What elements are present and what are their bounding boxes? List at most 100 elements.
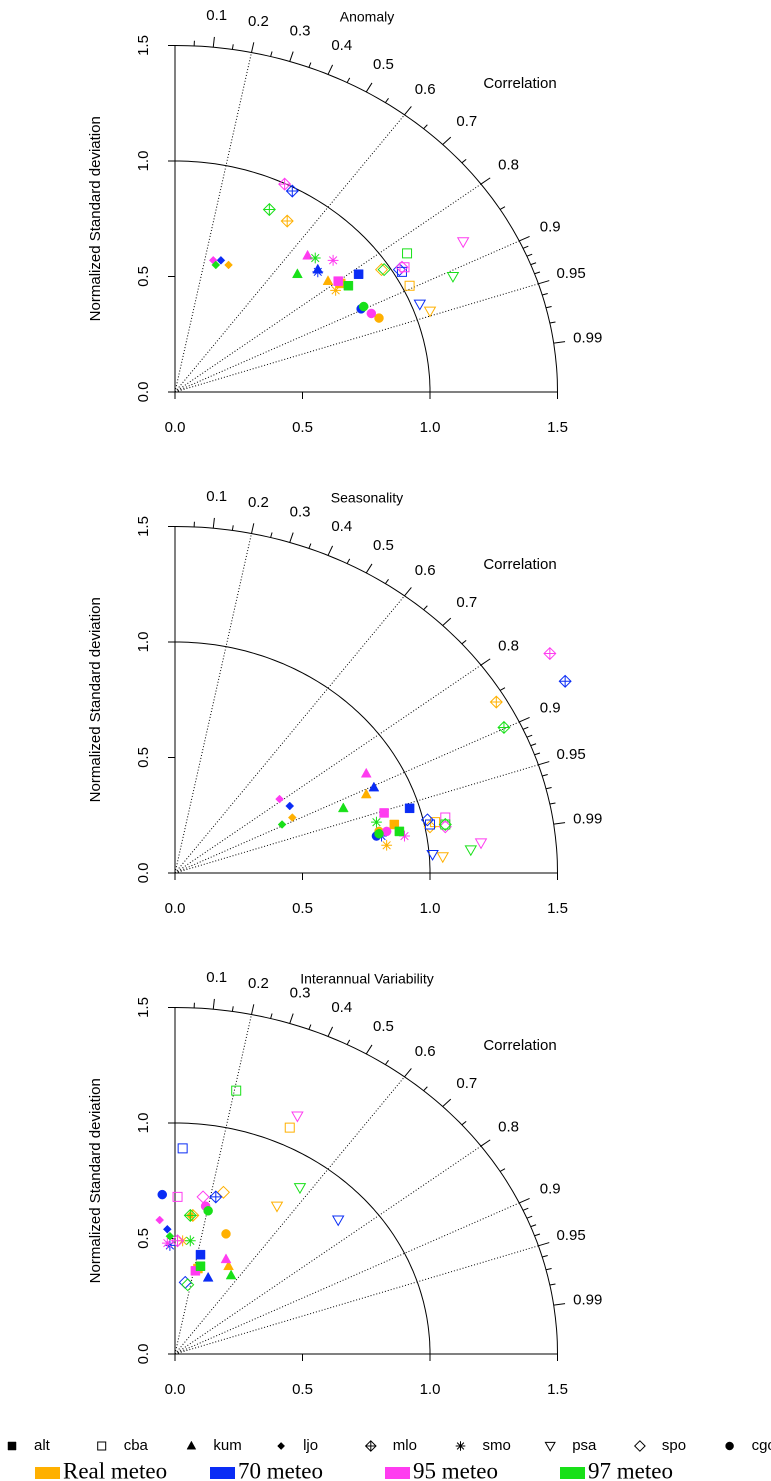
data-point — [395, 260, 409, 274]
data-point — [374, 263, 389, 277]
legend-marker-label: smo — [483, 1437, 511, 1454]
legend-model-label: Real meteo — [63, 1458, 167, 1481]
correlation-minor-tick — [270, 532, 273, 538]
data-point — [464, 845, 478, 857]
data-point — [172, 1191, 183, 1202]
data-point — [381, 826, 392, 837]
correlation-tick — [442, 617, 452, 626]
y-tick-label: 1.0 — [135, 151, 152, 172]
correlation-tick-label: 0.4 — [331, 37, 352, 54]
correlation-minor-tick — [384, 1059, 389, 1065]
x-tick-label: 0.0 — [165, 419, 186, 436]
correlation-tick — [553, 1303, 566, 1306]
correlation-minor-tick — [423, 1086, 428, 1092]
data-point — [178, 1275, 192, 1289]
data-point — [404, 280, 415, 291]
data-point — [270, 1201, 284, 1213]
y-tick-label: 1.0 — [135, 632, 152, 653]
data-point — [157, 1189, 168, 1200]
correlation-minor-tick — [308, 543, 312, 549]
legend-swatch — [210, 1467, 235, 1479]
data-point — [330, 284, 342, 296]
data-point — [404, 803, 415, 814]
data-point — [366, 308, 377, 319]
legend-marker — [7, 1441, 17, 1451]
correlation-tick-label: 0.8 — [498, 637, 519, 654]
data-point — [331, 1215, 345, 1227]
correlation-line — [174, 114, 405, 393]
data-point — [211, 260, 221, 270]
correlation-tick-label: 0.5 — [373, 56, 394, 73]
correlation-tick-label: 0.1 — [206, 969, 227, 986]
x-tick-label: 0.5 — [292, 900, 313, 917]
reference-arc — [175, 1122, 431, 1354]
correlation-tick — [404, 106, 412, 116]
y-tick-label: 0.0 — [135, 382, 152, 403]
correlation-minor-tick — [346, 77, 351, 83]
correlation-minor-tick — [534, 752, 541, 756]
outer-arc — [174, 1007, 558, 1355]
correlation-tick — [404, 1068, 412, 1078]
correlation-minor-tick — [530, 1224, 537, 1228]
correlation-tick-label: 0.6 — [415, 81, 436, 98]
y-tick-label: 0.5 — [135, 747, 152, 768]
correlation-tick-label: 0.99 — [573, 330, 602, 347]
correlation-minor-tick — [545, 1268, 552, 1271]
correlation-tick-label: 0.95 — [556, 1227, 585, 1244]
data-point — [371, 816, 382, 828]
correlation-tick-label: 0.7 — [456, 594, 477, 611]
correlation-minor-tick — [545, 787, 552, 790]
data-point — [287, 813, 297, 822]
x-tick-label: 1.0 — [420, 1381, 441, 1398]
y-tick-label: 0.5 — [135, 266, 152, 287]
x-tick-label: 1.0 — [420, 419, 441, 436]
legend-model-label: 97 meteo — [588, 1458, 673, 1481]
legend-marker — [186, 1440, 197, 1450]
legend-marker-label: cgo — [752, 1437, 771, 1454]
data-point — [399, 830, 410, 842]
correlation-line — [174, 183, 482, 393]
correlation-tick-label: 0.1 — [206, 7, 227, 24]
data-point — [399, 262, 410, 273]
correlation-minor-tick — [499, 206, 506, 210]
data-point — [203, 1206, 213, 1216]
correlation-tick — [327, 64, 334, 75]
correlation-tick — [289, 1013, 294, 1024]
correlation-tick — [212, 517, 215, 529]
correlation-minor-tick — [461, 158, 467, 164]
correlation-tick-label: 0.5 — [373, 1018, 394, 1035]
x-tick-label: 0.0 — [165, 1381, 186, 1398]
legend-swatch — [35, 1467, 60, 1479]
correlation-minor-tick — [534, 1233, 541, 1237]
data-point — [381, 839, 393, 851]
correlation-tick — [553, 822, 566, 825]
correlation-tick — [212, 998, 215, 1010]
data-point — [196, 1190, 210, 1204]
correlation-minor-tick — [522, 245, 529, 249]
correlation-tick — [538, 761, 550, 766]
data-point — [420, 813, 435, 827]
data-point — [413, 299, 427, 311]
correlation-line — [174, 533, 252, 874]
correlation-tick-label: 0.6 — [415, 1043, 436, 1060]
data-point — [262, 202, 276, 217]
correlation-minor-tick — [522, 726, 529, 730]
data-point — [165, 1231, 175, 1241]
correlation-tick-label: 0.3 — [290, 504, 311, 521]
data-point — [438, 817, 452, 832]
y-axis-label: Normalized Standard deviation — [87, 1078, 104, 1283]
legend-swatch — [385, 1467, 410, 1479]
correlation-line — [174, 595, 405, 874]
correlation-minor-tick — [542, 774, 548, 777]
y-tick-label: 0.0 — [135, 863, 152, 884]
data-point — [285, 184, 299, 198]
legend-marker-label: kum — [213, 1437, 241, 1454]
data-point — [280, 214, 294, 228]
outer-arc — [174, 526, 558, 874]
data-point — [343, 280, 354, 291]
data-point — [377, 263, 391, 277]
data-point — [353, 269, 364, 279]
correlation-label: Correlation — [483, 556, 556, 573]
correlation-minor-tick — [461, 1120, 467, 1126]
data-point — [183, 1208, 197, 1222]
